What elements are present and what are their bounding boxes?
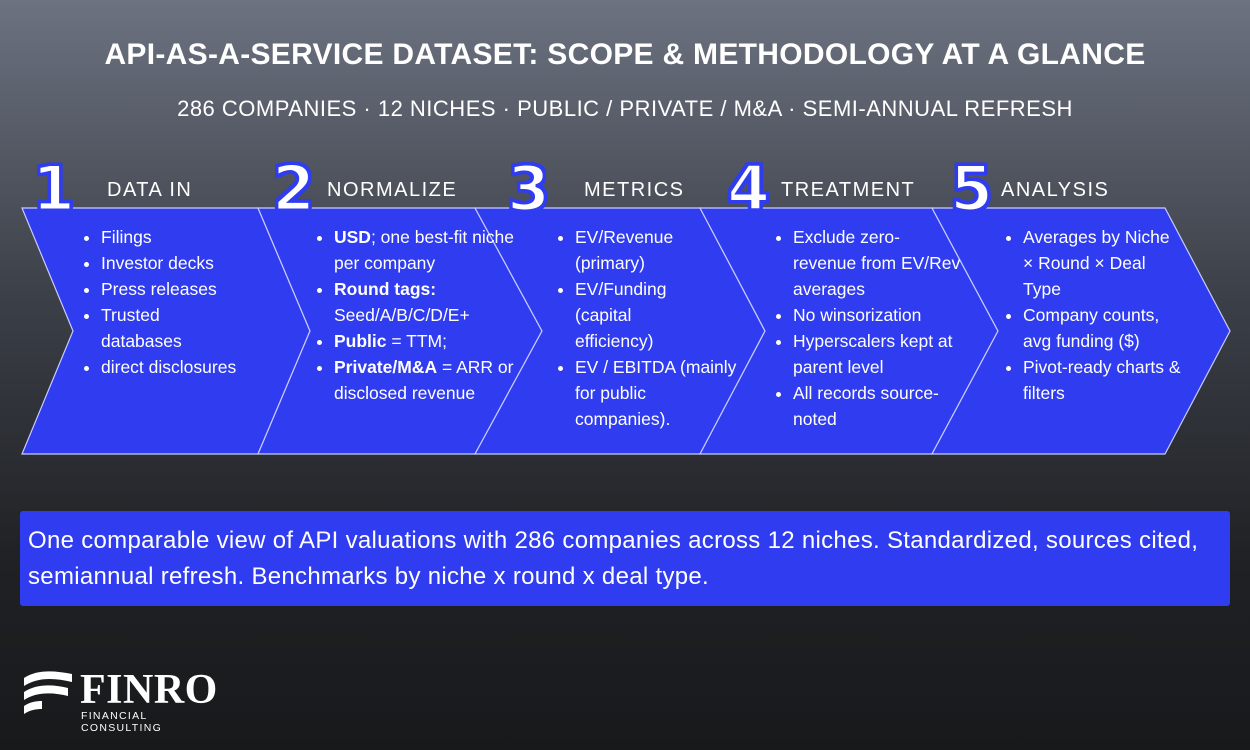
- step-5-number: 5: [948, 152, 994, 225]
- list-item: direct disclosures: [101, 354, 281, 380]
- step-2-list: USD; one best-fit niche per company Roun…: [314, 224, 514, 406]
- step-4-number: 4: [725, 152, 771, 225]
- list-item-text: ; one best-fit niche per company: [334, 227, 514, 273]
- list-item: All records source-noted: [793, 380, 963, 432]
- step-3-number: 3: [505, 152, 551, 225]
- list-item: USD; one best-fit niche per company: [334, 224, 514, 276]
- step-3-list: EV/Revenue (primary) EV/Funding (capital…: [555, 224, 740, 432]
- list-item: Filings: [101, 224, 281, 250]
- finro-logo: FINRO FINANCIAL CONSULTING: [22, 667, 232, 734]
- list-item: EV/Revenue (primary): [575, 224, 695, 276]
- list-item: No winsorization: [793, 302, 963, 328]
- step-5-list: Averages by Niche × Round × Deal Type Co…: [1003, 224, 1183, 406]
- chevron-step-5: [930, 207, 1231, 455]
- list-item-bold: Public: [334, 331, 387, 351]
- list-item: Round tags: Seed/A/B/C/D/E+: [334, 276, 514, 328]
- finro-wave-logo-icon: [24, 671, 72, 714]
- step-5-title: ANALYSIS: [1001, 179, 1110, 201]
- list-item-bold: Private/M&A: [334, 357, 438, 377]
- list-item-text: = TTM;: [386, 331, 447, 351]
- list-item: Company counts, avg funding ($): [1023, 302, 1183, 354]
- list-item: Exclude zero-revenue from EV/Rev average…: [793, 224, 963, 302]
- step-1-list: Filings Investor decks Press releases Tr…: [81, 224, 281, 380]
- list-item: Public = TTM;: [334, 328, 514, 354]
- list-item: Investor decks: [101, 250, 281, 276]
- logo-wordmark: FINRO: [80, 667, 218, 713]
- step-1-number: 1: [30, 152, 76, 225]
- list-item: Averages by Niche × Round × Deal Type: [1023, 224, 1183, 302]
- step-4-title: TREATMENT: [781, 179, 916, 201]
- step-3-title: METRICS: [584, 179, 685, 201]
- list-item: Hyperscalers kept at parent level: [793, 328, 963, 380]
- list-item-bold: USD: [334, 227, 371, 247]
- logo-tagline: FINANCIAL CONSULTING: [81, 710, 163, 734]
- page-title: API-AS-A-SERVICE DATASET: SCOPE & METHOD…: [104, 38, 1146, 71]
- step-2-title: NORMALIZE: [327, 179, 458, 201]
- list-item-text: Seed/A/B/C/D/E+: [334, 305, 470, 325]
- list-item: Pivot-ready charts & filters: [1023, 354, 1183, 406]
- step-2-number: 2: [270, 152, 316, 225]
- list-item: Trusted databases: [101, 302, 221, 354]
- list-item: Press releases: [101, 276, 281, 302]
- list-item-text: = ARR or disclosed revenue: [334, 357, 514, 403]
- list-item: EV/Funding (capital efficiency): [575, 276, 695, 354]
- step-1-title: DATA IN: [107, 179, 193, 201]
- page-subtitle: 286 COMPANIES · 12 NICHES · PUBLIC / PRI…: [177, 96, 1073, 121]
- summary-box: One comparable view of API valuations wi…: [20, 511, 1230, 606]
- list-item-bold: Round tags:: [334, 279, 437, 299]
- list-item: EV / EBITDA (mainly for public companies…: [575, 354, 740, 432]
- step-4-list: Exclude zero-revenue from EV/Rev average…: [773, 224, 963, 432]
- list-item: Private/M&A = ARR or disclosed revenue: [334, 354, 514, 406]
